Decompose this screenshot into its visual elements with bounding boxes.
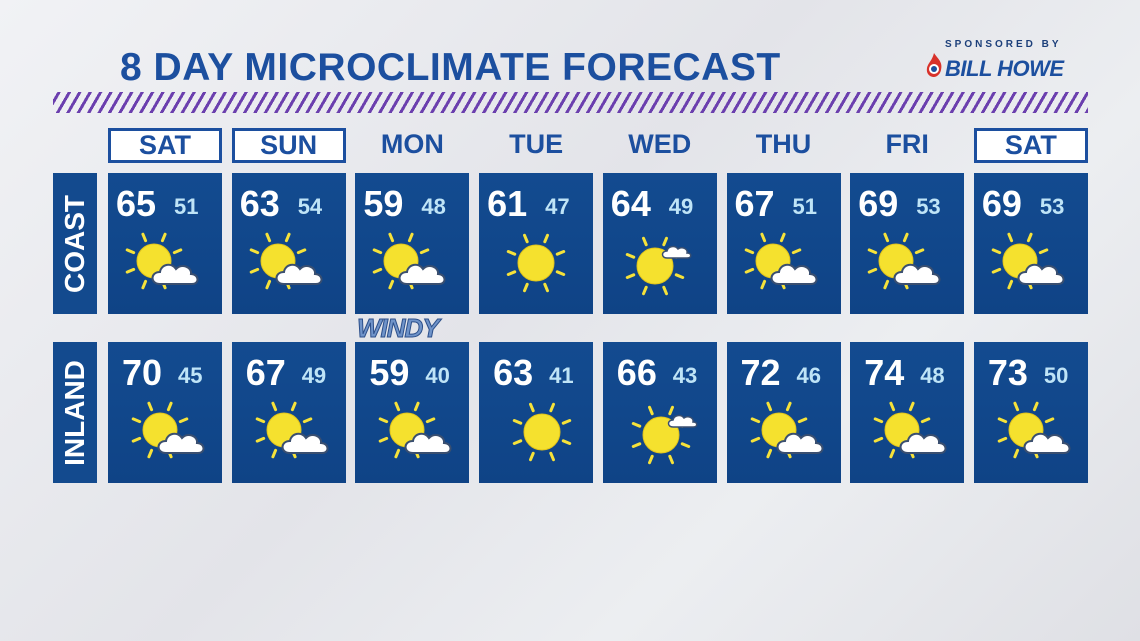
low-temp: 41 — [549, 363, 574, 388]
high-temp: 64 — [610, 183, 651, 224]
forecast-tile: 63 41 — [479, 342, 594, 483]
low-temp: 49 — [301, 363, 327, 388]
weather-icon — [379, 401, 452, 459]
low-temp: 48 — [421, 194, 446, 219]
forecast-tile: 74 48 — [850, 342, 965, 483]
day-label: SAT — [973, 128, 1088, 163]
high-temp: 59 — [369, 352, 410, 393]
day-label: TUE — [509, 129, 564, 159]
high-temp: 73 — [987, 352, 1028, 393]
high-temp: 69 — [981, 183, 1022, 224]
low-temp: 45 — [178, 363, 203, 388]
high-temp: 69 — [858, 183, 899, 224]
weather-icon — [997, 401, 1071, 459]
forecast-tile: 69 53 — [973, 173, 1088, 314]
low-temp: 48 — [920, 363, 945, 388]
row-label: INLAND — [59, 359, 90, 466]
high-temp: 65 — [116, 183, 157, 224]
high-temp: 61 — [487, 183, 528, 224]
high-temp: 59 — [363, 183, 404, 224]
day-label: SAT — [108, 128, 222, 163]
high-temp: 67 — [734, 183, 775, 224]
forecast-tile: 69 53 — [850, 173, 965, 314]
row-label-box: COAST — [53, 173, 97, 314]
weather-icon — [255, 401, 329, 459]
annotation: WINDY — [357, 313, 441, 344]
high-temp: 67 — [245, 352, 286, 393]
weather-icon — [373, 232, 446, 290]
forecast-tile: 66 43 — [602, 342, 717, 483]
high-temp: 72 — [740, 352, 781, 393]
high-temp: 66 — [616, 352, 657, 393]
forecast-tile: 67 49 — [231, 342, 346, 483]
low-temp: 49 — [668, 194, 694, 219]
weather-icon — [125, 232, 199, 290]
title: 8 DAY MICROCLIMATE FORECAST — [120, 46, 781, 89]
sponsor-logo — [926, 53, 942, 77]
weather-icon — [625, 236, 692, 296]
high-temp: 63 — [493, 352, 534, 393]
weather-icon — [131, 401, 205, 459]
forecast-tile: 65 51 — [108, 173, 222, 314]
divider — [53, 92, 1088, 113]
forecast-tile: 59 40 — [355, 342, 470, 483]
day-label: FRI — [885, 129, 929, 159]
low-temp: 50 — [1043, 363, 1069, 388]
day-label: SUN — [231, 128, 346, 163]
forecast-tile: 73 50 — [973, 342, 1088, 483]
weather-icon — [867, 232, 941, 290]
low-temp: 46 — [796, 363, 821, 388]
weather-icon — [249, 232, 323, 290]
forecast-tile: 72 46 — [726, 342, 841, 483]
weather-icon — [506, 233, 566, 293]
low-temp: 54 — [297, 194, 323, 219]
high-temp: 63 — [239, 183, 280, 224]
row-label-box: INLAND — [53, 342, 97, 483]
weather-icon — [991, 232, 1065, 290]
forecast-tile: 59 48 — [355, 173, 470, 314]
forecast-tile: 63 54 — [231, 173, 346, 314]
row-label: COAST — [59, 194, 90, 293]
forecast-tile: 67 51 — [726, 173, 841, 314]
weather-icon — [750, 401, 823, 459]
forecast-tile: 70 45 — [108, 342, 222, 483]
weather-icon — [631, 405, 698, 465]
low-temp: 47 — [545, 194, 570, 219]
forecast-tile: 64 49 — [602, 173, 717, 314]
high-temp: 74 — [864, 352, 905, 393]
low-temp: 53 — [1039, 194, 1065, 219]
weather-icon — [744, 232, 817, 290]
day-label: THU — [755, 129, 812, 159]
low-temp: 51 — [792, 194, 817, 219]
low-temp: 43 — [672, 363, 698, 388]
weather-icon — [512, 402, 572, 462]
day-label: WED — [628, 129, 692, 159]
day-label: MON — [380, 129, 444, 159]
sponsor: BILL HOWE — [945, 56, 1064, 81]
low-temp: 51 — [174, 194, 199, 219]
low-temp: 40 — [425, 363, 450, 388]
sponsor-label: SPONSORED BY — [945, 39, 1062, 50]
weather-icon — [873, 401, 947, 459]
high-temp: 70 — [122, 352, 163, 393]
forecast-tile: 61 47 — [479, 173, 594, 314]
low-temp: 53 — [916, 194, 941, 219]
